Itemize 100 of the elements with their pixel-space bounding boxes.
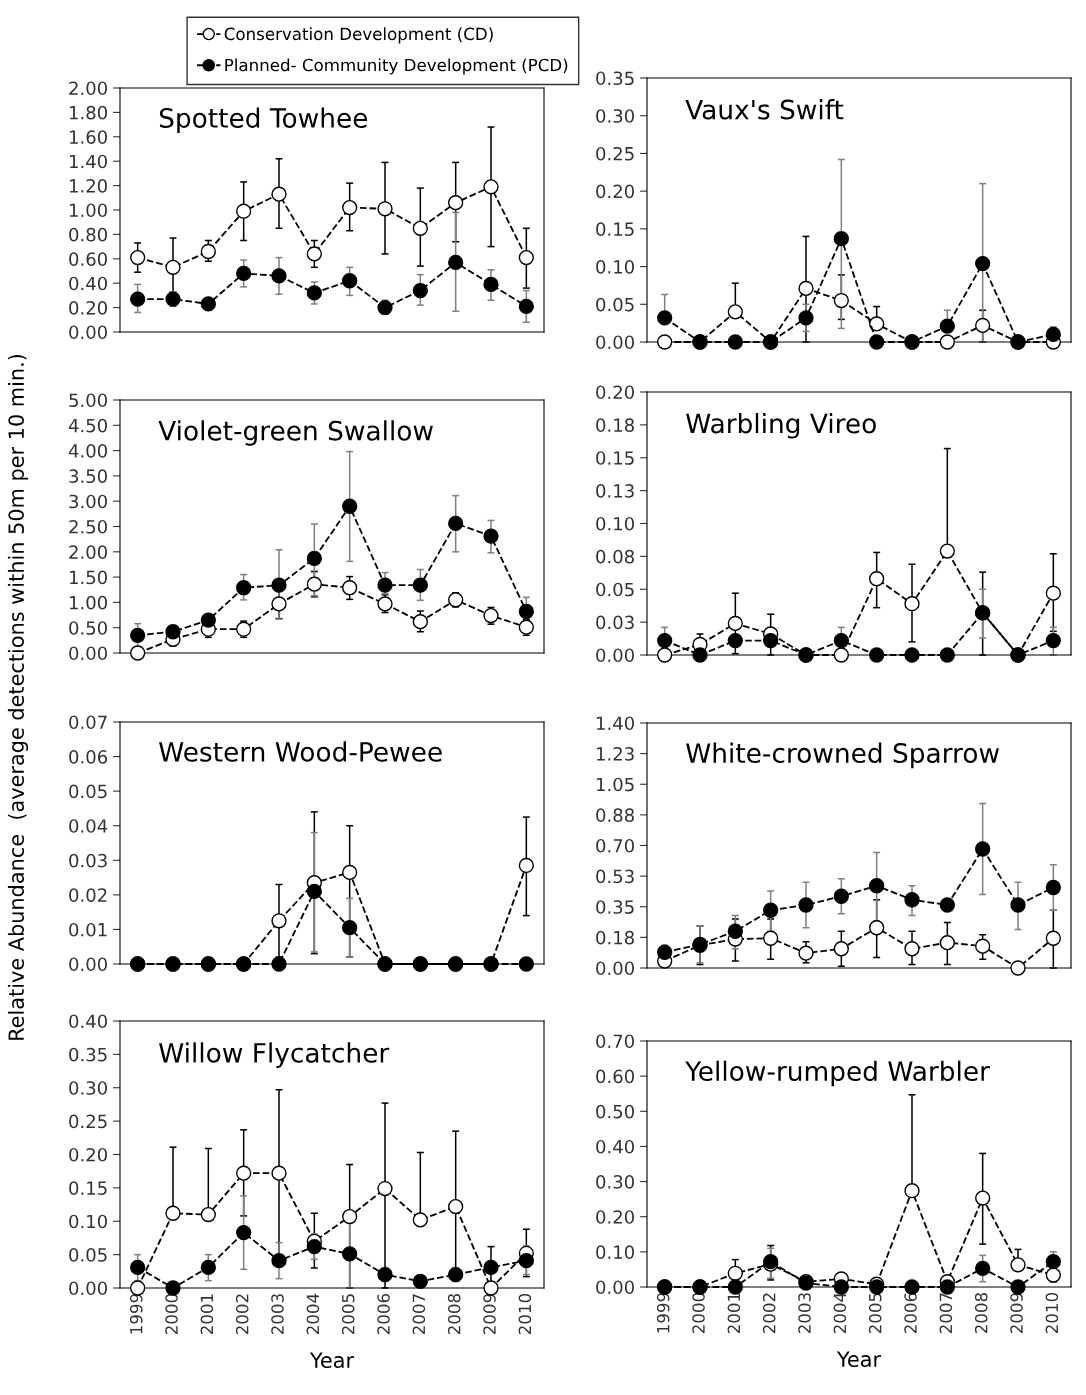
y-tick-label: 0.10 [596,1245,634,1259]
y-tick-label: 0.40 [69,1014,107,1029]
x-tick-label: 2000 [692,1292,705,1334]
y-tick-label: 0.10 [69,1214,107,1229]
text: Willow Flycatcher [159,1042,390,1068]
y-tick-label: 0.15 [596,451,634,465]
y-tick-label: 0.20 [596,385,634,400]
x-tick-label: 2004 [306,1293,320,1335]
y-tick-label: 1.50 [69,570,107,585]
y-tick-label: 0.07 [69,715,107,730]
text: Warbling Vireo [686,413,876,439]
y-tick-label: 0.20 [69,301,107,315]
y-tick-label: 0.05 [596,582,634,597]
y-tick-label: 0.80 [69,227,107,242]
x-tick-label: 2007 [412,1294,426,1335]
y-tick-label: 0.20 [69,1147,107,1162]
y-tick-label: 0.20 [596,184,634,199]
y-tick-label: 0.30 [596,1175,634,1189]
y-tick-label: 0.10 [596,260,634,274]
y-tick-label: 0.00 [69,325,107,340]
text: Vaux's Swift [685,99,844,120]
y-tick-label: 0.18 [596,930,634,945]
y-tick-label: 5.00 [69,393,107,408]
y-tick-label: 1.40 [69,154,107,169]
y-tick-label: 3.50 [69,469,107,484]
y-tick-label: 0.00 [596,648,634,663]
y-tick-label: 0.00 [596,1280,634,1295]
x-tick-label: 2008 [447,1294,461,1335]
x-tick-label: 2003 [798,1293,811,1334]
x-tick-label: 2010 [1045,1292,1059,1334]
y-tick-label: 2.00 [69,81,107,96]
y-tick-label: 0.15 [596,222,634,236]
y-tick-label: 0.00 [69,646,107,661]
y-tick-label: 1.05 [596,777,634,792]
y-tick-label: 0.35 [596,71,634,86]
y-tick-label: 0.03 [596,615,634,630]
y-tick-label: 4.00 [68,444,107,458]
y-tick-label: 0.20 [596,1210,634,1224]
y-tick-label: 0.60 [596,1069,634,1084]
x-axis-title: Year [309,1352,355,1369]
text: Violet-green Swallow [158,420,433,446]
y-tick-label: 0.05 [596,297,634,312]
y-axis-title: Relative Abundance (average detections within 50m per 10 min.) [7,354,29,1040]
x-tick-label: 2001 [727,1293,741,1334]
y-tick-label: 0.25 [596,146,634,161]
y-tick-label: 0.53 [596,869,634,884]
text: White-crowned Sparrow [686,742,999,769]
x-tick-label: 2006 [904,1292,917,1334]
y-tick-label: 0.30 [596,109,634,123]
text: Western Wood-Pewee [159,741,442,762]
y-tick-label: 0.70 [596,838,634,853]
y-tick-label: 0.04 [69,819,108,833]
y-tick-label: 0.06 [69,750,108,764]
text: Spotted Towhee [159,107,368,134]
y-tick-label: 2.00 [69,545,107,559]
y-tick-label: 0.60 [69,252,107,266]
y-tick-label: 0.50 [596,1104,634,1119]
y-tick-label: 1.23 [596,747,634,761]
y-tick-label: 1.20 [69,179,107,193]
y-tick-label: 0.02 [69,888,107,902]
x-tick-label: 2003 [271,1294,284,1335]
y-tick-label: 0.08 [596,549,634,564]
x-tick-label: 1999 [129,1294,143,1334]
y-tick-label: 0.00 [69,1281,107,1296]
x-tick-label: 1999 [656,1293,670,1333]
y-tick-label: 4.50 [68,418,107,433]
y-tick-label: 1.00 [69,595,107,610]
y-tick-label: 0.01 [69,922,107,937]
x-tick-label: 2002 [762,1293,776,1334]
x-tick-label: 2005 [868,1293,882,1334]
y-tick-label: 0.05 [69,1248,107,1262]
x-tick-label: 2005 [341,1294,355,1335]
y-tick-label: 0.35 [596,900,634,914]
x-tick-label: 2000 [165,1293,178,1335]
x-tick-label: 2010 [518,1293,532,1335]
y-tick-label: 0.40 [69,276,107,291]
y-tick-label: 0.18 [596,418,634,432]
y-tick-label: 0.00 [596,961,634,976]
legend-label: Conservation Development (CD) [224,27,493,44]
x-tick-label: 2009 [483,1294,496,1335]
y-tick-label: 0.00 [69,957,107,972]
y-tick-label: 0.10 [596,516,634,531]
y-tick-label: 1.40 [596,716,634,731]
x-tick-label: 2006 [377,1293,390,1335]
y-tick-label: 0.40 [596,1139,634,1154]
text: Yellow-rumped Warbler [685,1060,990,1087]
legend-label: Planned- Community Development (PCD) [225,58,568,75]
y-tick-label: 0.05 [69,784,107,799]
y-tick-label: 1.00 [69,203,107,218]
y-tick-label: 2.50 [69,519,107,534]
y-tick-label: 1.60 [69,130,107,144]
y-tick-label: 0.15 [69,1181,107,1195]
y-tick-label: 0.30 [69,1081,107,1095]
x-tick-label: 2007 [939,1293,953,1334]
x-tick-label: 2008 [974,1293,988,1334]
x-tick-label: 2001 [200,1294,214,1335]
x-axis-title: Year [836,1351,882,1368]
y-tick-label: 0.03 [69,853,107,868]
x-tick-label: 2002 [235,1294,249,1335]
y-tick-label: 0.88 [596,808,634,822]
